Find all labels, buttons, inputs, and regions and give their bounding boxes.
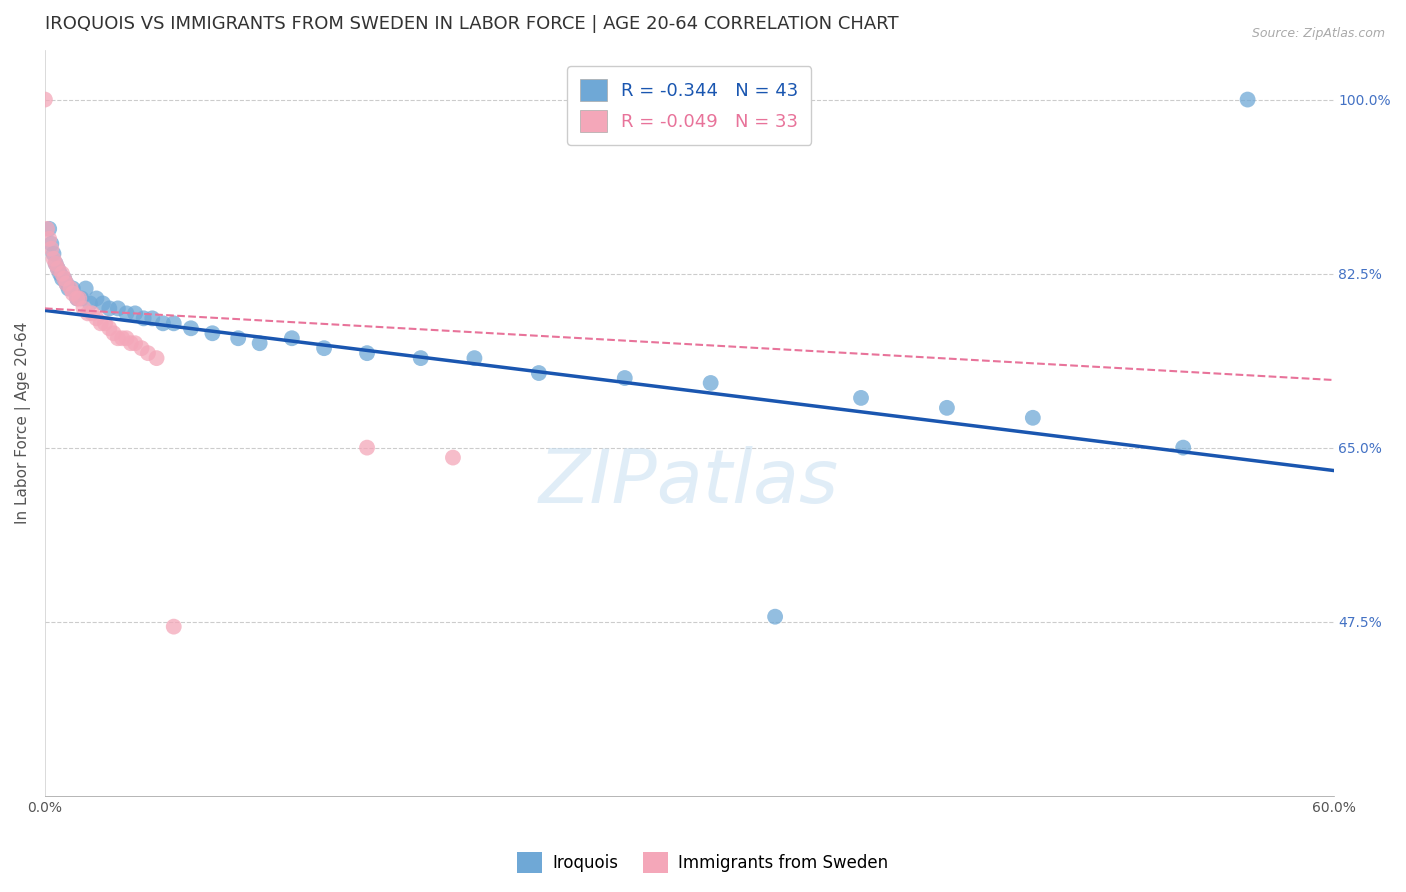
Legend: Iroquois, Immigrants from Sweden: Iroquois, Immigrants from Sweden	[510, 846, 896, 880]
Point	[111, 331, 134, 345]
Point	[107, 331, 129, 345]
Point	[849, 391, 872, 405]
Point	[115, 331, 138, 345]
Point	[356, 346, 378, 360]
Point	[38, 232, 60, 246]
Point	[41, 236, 63, 251]
Point	[141, 311, 163, 326]
Point	[58, 281, 80, 295]
Point	[45, 257, 67, 271]
Point	[124, 306, 146, 320]
Point	[103, 326, 125, 341]
Point	[55, 277, 77, 291]
Point	[79, 296, 101, 310]
Point	[51, 271, 73, 285]
Point	[527, 366, 550, 380]
Point	[35, 222, 58, 236]
Point	[41, 242, 63, 256]
Point	[49, 267, 72, 281]
Point	[75, 281, 97, 295]
Y-axis label: In Labor Force | Age 20-64: In Labor Force | Age 20-64	[15, 322, 31, 524]
Point	[51, 267, 73, 281]
Point	[115, 306, 138, 320]
Point	[120, 336, 142, 351]
Point	[249, 336, 271, 351]
Point	[613, 371, 636, 385]
Point	[935, 401, 957, 415]
Point	[46, 261, 69, 276]
Point	[132, 311, 155, 326]
Point	[86, 311, 108, 326]
Point	[124, 336, 146, 351]
Point	[62, 286, 84, 301]
Point	[226, 331, 249, 345]
Point	[201, 326, 224, 341]
Point	[91, 296, 114, 310]
Point	[38, 222, 60, 236]
Point	[356, 441, 378, 455]
Point	[152, 316, 174, 330]
Point	[1022, 410, 1045, 425]
Point	[59, 281, 82, 295]
Point	[76, 306, 98, 320]
Point	[86, 292, 108, 306]
Point	[463, 351, 485, 365]
Point	[314, 341, 336, 355]
Point	[42, 246, 65, 260]
Point	[34, 93, 56, 107]
Point	[163, 620, 186, 634]
Text: ZIPatlas: ZIPatlas	[538, 446, 839, 518]
Point	[55, 277, 77, 291]
Point	[98, 301, 121, 316]
Point	[67, 292, 90, 306]
Point	[763, 609, 786, 624]
Point	[62, 281, 84, 295]
Point	[1236, 93, 1258, 107]
Point	[107, 301, 129, 316]
Point	[70, 292, 93, 306]
Point	[42, 252, 65, 266]
Point	[699, 376, 721, 390]
Point	[66, 292, 89, 306]
Point	[90, 316, 112, 330]
Point	[94, 316, 117, 330]
Point	[180, 321, 202, 335]
Point	[46, 261, 69, 276]
Point	[409, 351, 432, 365]
Text: IROQUOIS VS IMMIGRANTS FROM SWEDEN IN LABOR FORCE | AGE 20-64 CORRELATION CHART: IROQUOIS VS IMMIGRANTS FROM SWEDEN IN LA…	[45, 15, 898, 33]
Point	[66, 292, 89, 306]
Point	[281, 331, 304, 345]
Point	[53, 271, 76, 285]
Point	[136, 346, 159, 360]
Point	[163, 316, 186, 330]
Legend: R = -0.344   N = 43, R = -0.049   N = 33: R = -0.344 N = 43, R = -0.049 N = 33	[567, 66, 811, 145]
Point	[72, 301, 94, 316]
Point	[53, 271, 76, 285]
Text: Source: ZipAtlas.com: Source: ZipAtlas.com	[1251, 27, 1385, 40]
Point	[1173, 441, 1195, 455]
Point	[98, 321, 121, 335]
Point	[45, 257, 67, 271]
Point	[82, 306, 104, 320]
Point	[145, 351, 167, 365]
Point	[131, 341, 153, 355]
Point	[441, 450, 464, 465]
